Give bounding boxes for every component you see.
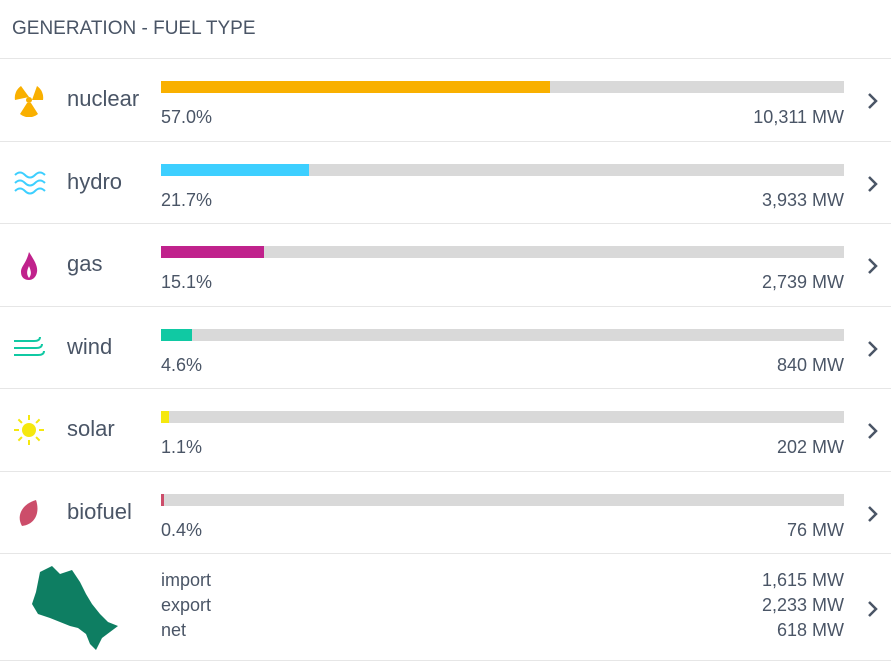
fuel-row[interactable]: gas 15.1% 2,739 MW bbox=[0, 224, 891, 307]
fuel-icon bbox=[14, 336, 45, 356]
bar-track bbox=[161, 246, 844, 258]
fuel-icon bbox=[14, 171, 46, 194]
output-label: 840 MW bbox=[776, 354, 844, 375]
bar bbox=[161, 411, 169, 423]
bar-track bbox=[161, 328, 844, 341]
chevron bbox=[868, 505, 878, 522]
fuel-icon bbox=[14, 86, 44, 117]
trade-row[interactable]: import 1,615 MW export 2,233 MW net 618 MW bbox=[0, 554, 891, 661]
bar bbox=[161, 328, 193, 341]
bar bbox=[161, 81, 551, 93]
output-label: 202 MW bbox=[776, 437, 844, 457]
fuel-row[interactable]: solar 1.1% 202 MW bbox=[0, 389, 891, 472]
chevron bbox=[868, 601, 878, 617]
percent-label: 15.1% bbox=[161, 272, 213, 292]
output-label: 10,311 MW bbox=[753, 107, 844, 127]
fuel-row[interactable]: nuclear 57.0% 10,311 MW bbox=[0, 59, 891, 142]
fuel-row[interactable]: hydro 21.7% 3,933 MW bbox=[0, 142, 891, 224]
fuel-name: gas bbox=[67, 251, 103, 276]
fuel-list: nuclear 57.0% 10,311 MW hydro 21.7% 3,933 MW g… bbox=[0, 59, 891, 554]
fuel-name: nuclear bbox=[67, 86, 140, 111]
bar-track bbox=[161, 493, 844, 506]
output-label: 3,933 MW bbox=[761, 189, 844, 210]
bar-track bbox=[161, 81, 844, 93]
chevron bbox=[868, 340, 878, 357]
fuel-row[interactable]: biofuel 0.4% 76 MW bbox=[0, 472, 891, 554]
trade-value: 2,233 MW bbox=[761, 595, 844, 615]
trade-label: net bbox=[161, 620, 187, 640]
chevron bbox=[868, 423, 878, 439]
fuel-name: wind bbox=[67, 333, 113, 359]
output-label: 76 MW bbox=[786, 519, 844, 540]
percent-label: 21.7% bbox=[161, 189, 213, 210]
fuel-icon bbox=[14, 415, 44, 445]
header-title: GENERATION - FUEL TYPE bbox=[0, 0, 891, 59]
trade-value: 618 MW bbox=[776, 620, 844, 640]
percent-label: 57.0% bbox=[161, 107, 213, 127]
fuel-row[interactable]: wind 4.6% 840 MW bbox=[0, 307, 891, 389]
percent-label: 0.4% bbox=[161, 519, 203, 540]
trade-value: 1,615 MW bbox=[761, 570, 844, 590]
chevron bbox=[868, 93, 878, 109]
trade-label: export bbox=[161, 595, 212, 615]
chevron bbox=[868, 175, 878, 192]
output-label: 2,739 MW bbox=[761, 272, 844, 292]
fuel-name: biofuel bbox=[67, 498, 132, 524]
bar bbox=[161, 246, 265, 258]
ontario-map bbox=[32, 566, 118, 650]
fuel-icon bbox=[19, 499, 38, 526]
bar-track bbox=[161, 163, 844, 176]
bar bbox=[161, 163, 310, 176]
percent-label: 4.6% bbox=[161, 354, 203, 375]
bar bbox=[161, 493, 164, 506]
fuel-name: solar bbox=[67, 416, 115, 441]
fuel-icon bbox=[21, 252, 38, 280]
chevron bbox=[868, 258, 878, 274]
bar-track bbox=[161, 411, 844, 423]
fuel-name: hydro bbox=[67, 168, 123, 194]
trade-label: import bbox=[161, 570, 212, 590]
percent-label: 1.1% bbox=[161, 437, 203, 457]
